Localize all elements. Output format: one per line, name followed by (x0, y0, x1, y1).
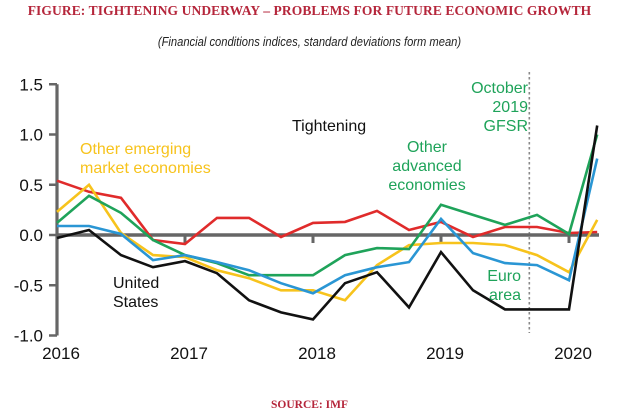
annotations: Tightening Other emerging market economies… (80, 80, 529, 311)
annotation-line: States (113, 294, 158, 311)
annotation-tightening: Tightening (292, 118, 366, 135)
annotation-line: economies (388, 177, 465, 194)
series-line-green (56, 134, 599, 277)
y-tick-label: 0.0 (19, 226, 43, 245)
annotation-line: Other (407, 139, 448, 156)
y-tick-label: 1.0 (19, 126, 43, 145)
source-note: SOURCE: IMF (271, 399, 348, 411)
series-line-blue (57, 158, 599, 295)
x-tick-label: 2020 (554, 344, 592, 363)
series-line-black (56, 125, 599, 321)
annotation-us: United States (113, 275, 159, 311)
annotation-gfsr: October 2019 GFSR (471, 80, 529, 135)
axes: -1.0 -0.5 0.0 0.5 1.0 1.5 2016 2017 2018 2019 2020 (14, 75, 599, 363)
annotation-advanced: Other advanced economies (388, 139, 465, 194)
series-lines (56, 125, 599, 321)
y-tick-label: 1.5 (19, 75, 43, 94)
y-tick-label: 0.5 (19, 176, 43, 195)
chart-title: FIGURE: TIGHTENING UNDERWAY – PROBLEMS F… (27, 3, 592, 18)
annotation-line: Tightening (292, 118, 366, 135)
annotation-emerging: Other emerging market economies (80, 141, 211, 177)
annotation-line: 2019 (492, 99, 528, 116)
chart-subtitle: (Financial conditions indices, standard … (157, 34, 462, 49)
y-tick-label: -1.0 (14, 327, 43, 346)
annotation-line: Other emerging (80, 141, 191, 158)
annotation-euro: Euro area (487, 268, 521, 304)
y-tick-label: -0.5 (14, 276, 43, 295)
x-tick-label: 2016 (42, 344, 80, 363)
annotation-line: October (471, 80, 529, 97)
x-tick-label: 2019 (426, 344, 464, 363)
series-line-red (56, 179, 598, 246)
annotation-line: United (113, 275, 159, 292)
annotation-line: area (489, 287, 521, 304)
annotation-line: advanced (392, 158, 461, 175)
annotation-line: GFSR (484, 118, 528, 135)
annotation-line: market economies (80, 160, 211, 177)
x-tick-label: 2018 (298, 344, 336, 363)
annotation-line: Euro (487, 268, 521, 285)
series-line-yellow (56, 182, 599, 302)
x-tick-label: 2017 (170, 344, 208, 363)
